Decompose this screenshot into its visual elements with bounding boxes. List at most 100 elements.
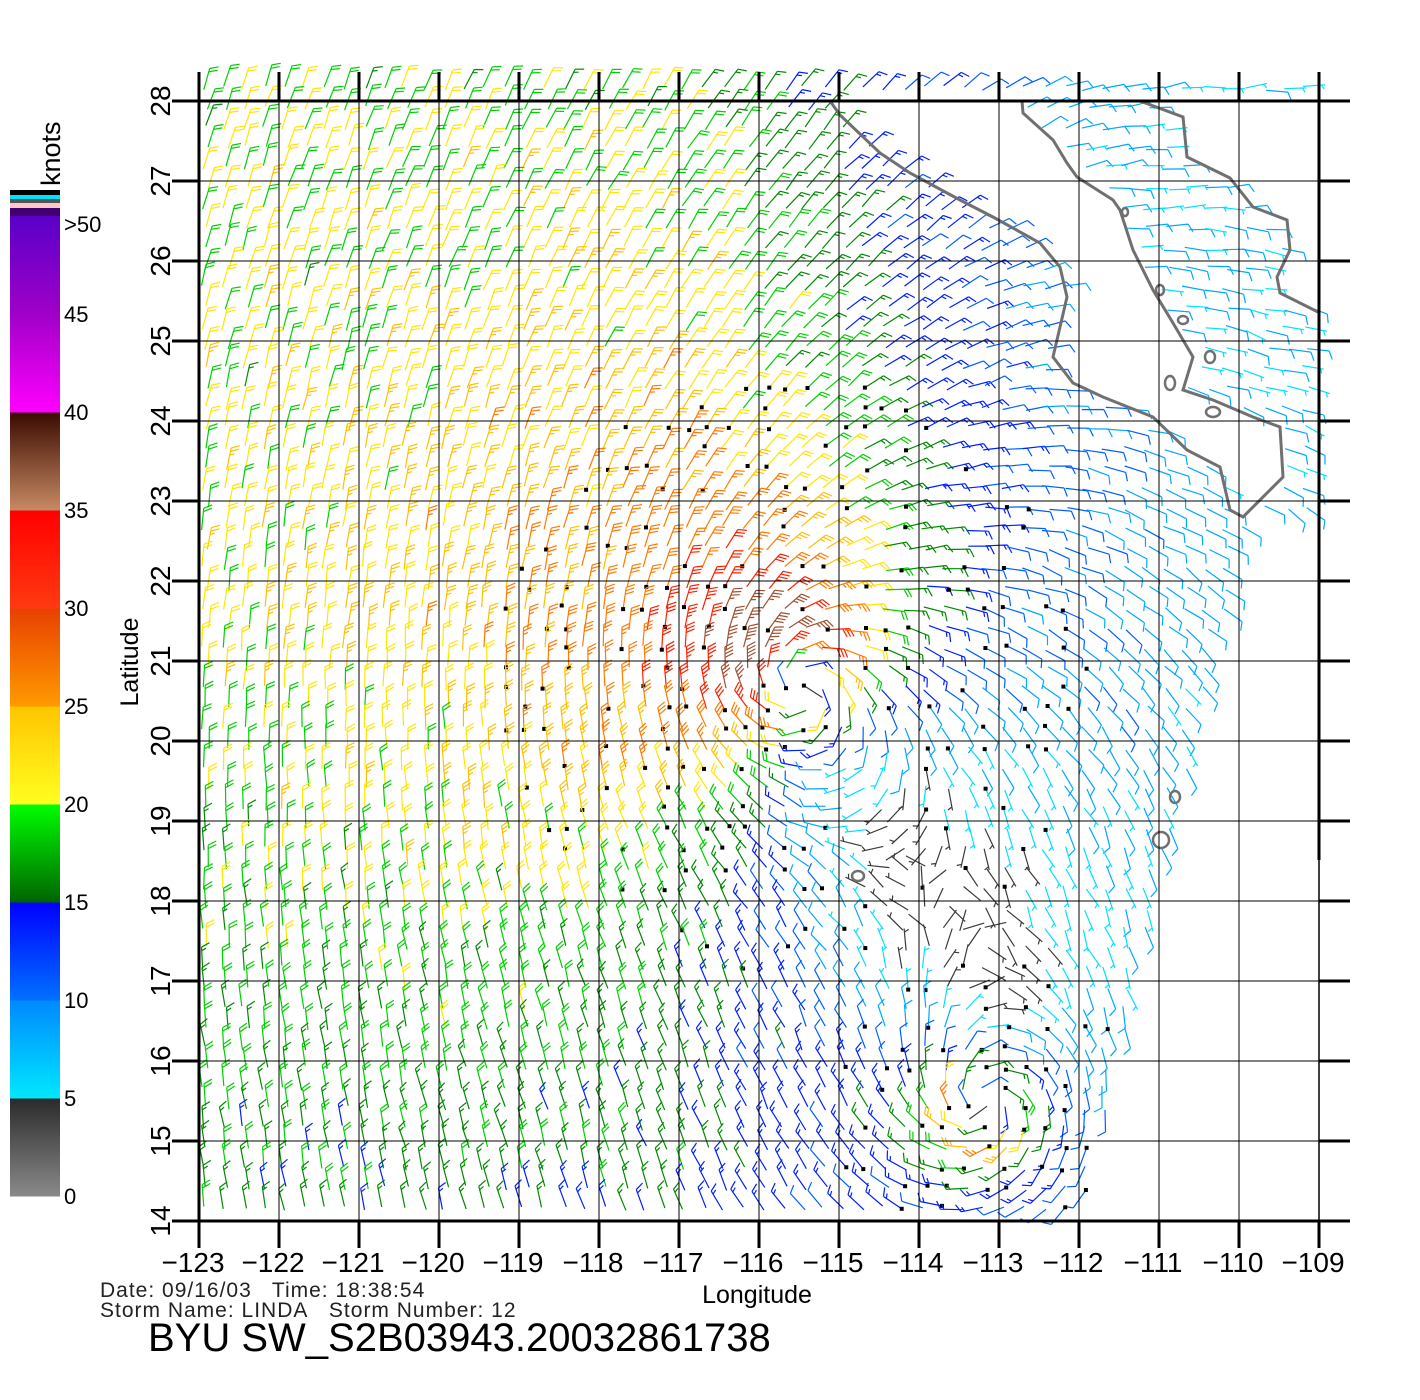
- wind-barb: [598, 1158, 608, 1187]
- wind-barb: [805, 619, 834, 630]
- wind-barb: [1089, 103, 1117, 113]
- wind-barb: [544, 802, 554, 831]
- wind-barb: [683, 150, 705, 170]
- wind-barb: [764, 287, 787, 307]
- wind-barb: [246, 1000, 256, 1029]
- wind-barb: [445, 123, 463, 147]
- wind-barb: [1045, 749, 1061, 769]
- y-tick-label: 16: [145, 1045, 176, 1076]
- wind-barb: [420, 842, 430, 870]
- wind-barb: [539, 1081, 549, 1110]
- wind-barb: [624, 305, 644, 327]
- wind-barb: [1285, 427, 1310, 443]
- wind-barb: [851, 1162, 870, 1187]
- wind-barb: [784, 551, 811, 567]
- wind-barb: [456, 1060, 465, 1089]
- wind-barb: [241, 65, 258, 89]
- wind-barb: [686, 89, 709, 110]
- wind-barb: [404, 324, 422, 348]
- wind-barb: [701, 586, 718, 610]
- wind-barb: [784, 494, 810, 511]
- wind-barb: [864, 498, 892, 509]
- wind-barb: [781, 310, 806, 328]
- wind-barb: [602, 620, 613, 647]
- wind-barb: [905, 457, 934, 467]
- wind-barb: [788, 615, 816, 629]
- wind-barb: [946, 378, 974, 391]
- wind-barb: [247, 799, 257, 827]
- rain-flag-marker: [727, 824, 732, 829]
- wind-barb: [682, 469, 704, 490]
- wind-barb: [638, 722, 648, 751]
- wind-barb: [1144, 449, 1167, 467]
- wind-barb: [1147, 705, 1165, 730]
- wind-barb: [457, 1038, 467, 1067]
- wind-barb: [225, 502, 239, 528]
- wind-barb: [462, 839, 472, 868]
- rain-flag-marker: [559, 603, 564, 608]
- wind-barb: [1047, 705, 1064, 731]
- wind-barb: [562, 110, 583, 131]
- wind-barb: [622, 680, 631, 709]
- wind-barb: [882, 73, 907, 91]
- wind-barb: [402, 145, 421, 167]
- wind-barb: [1187, 665, 1204, 692]
- wind-barb: [365, 66, 383, 89]
- y-tick-label: 17: [145, 965, 176, 996]
- wind-barb: [524, 483, 540, 508]
- wind-barb: [424, 819, 433, 847]
- wind-barb: [464, 662, 474, 689]
- wind-barb: [905, 1101, 923, 1127]
- wind-barb: [1161, 205, 1184, 211]
- wind-barb: [264, 680, 276, 708]
- wind-barb: [481, 878, 491, 907]
- wind-barb: [265, 62, 281, 87]
- wind-barb: [304, 582, 317, 608]
- wind-barb: [396, 938, 406, 967]
- wind-barb: [955, 1166, 984, 1175]
- wind-barb: [526, 205, 545, 228]
- wind-barb: [723, 269, 745, 289]
- wind-barb: [636, 917, 646, 946]
- x-tick-label: −121: [321, 1247, 384, 1278]
- wind-barb: [1103, 647, 1122, 672]
- wind-barb: [266, 603, 278, 629]
- wind-barb: [1064, 547, 1087, 565]
- wind-barb: [764, 330, 789, 348]
- rain-flag-marker: [1060, 1168, 1064, 1173]
- wind-barb: [776, 1159, 788, 1187]
- wind-barb: [834, 923, 849, 951]
- wind-barb: [843, 603, 871, 613]
- wind-barb: [1081, 726, 1098, 752]
- wind-barb: [701, 68, 725, 88]
- wind-barb: [701, 1119, 710, 1148]
- wind-barb: [665, 250, 687, 270]
- wind-barb: [302, 461, 316, 488]
- wind-barb: [764, 391, 789, 409]
- wind-barb: [1187, 466, 1209, 486]
- wind-barb: [1121, 726, 1136, 753]
- wind-barb: [308, 285, 324, 310]
- wind-barb: [889, 828, 909, 845]
- wind-barb: [285, 446, 300, 471]
- wind-barb: [442, 798, 451, 826]
- wind-barb: [1083, 449, 1109, 462]
- wind-barb: [263, 741, 272, 769]
- wind-barb: [874, 978, 885, 1007]
- wind-barb: [1046, 424, 1074, 434]
- wind-barb: [946, 665, 967, 686]
- wind-barb: [842, 433, 869, 449]
- wind-barb: [825, 823, 848, 829]
- wind-barb: [1025, 889, 1038, 911]
- wind-barb: [580, 759, 590, 788]
- wind-barb: [475, 860, 485, 889]
- wind-barb: [442, 1159, 451, 1188]
- wind-barb: [323, 760, 333, 788]
- wind-barb: [778, 742, 806, 752]
- wind-barb: [556, 860, 566, 889]
- wind-barb: [462, 421, 478, 446]
- rain-flag-marker: [624, 546, 629, 551]
- wind-barb: [861, 352, 889, 367]
- wind-barb: [1203, 86, 1226, 93]
- wind-barb: [224, 221, 240, 246]
